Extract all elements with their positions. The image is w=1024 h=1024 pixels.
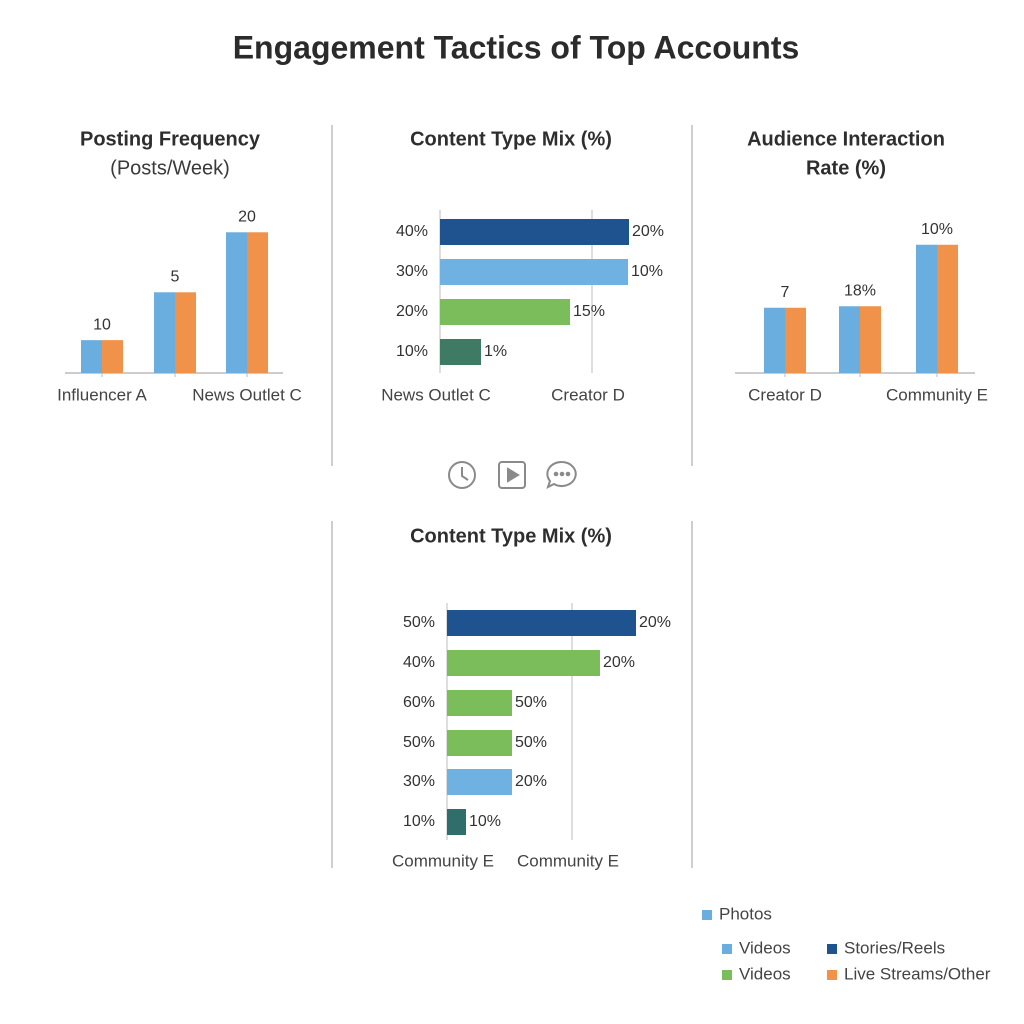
legend-swatch	[827, 944, 837, 954]
chart-title: Content Type Mix (%)	[410, 128, 612, 150]
bar	[440, 219, 629, 245]
data-label: 10%	[469, 813, 501, 830]
y-tick-label: 30%	[403, 773, 435, 790]
data-label: 15%	[573, 303, 605, 320]
y-tick-label: 40%	[403, 654, 435, 671]
bar	[440, 299, 570, 325]
bar	[226, 232, 247, 373]
y-tick-label: 30%	[396, 263, 428, 280]
clock-icon	[448, 461, 476, 489]
data-label: 20	[238, 209, 256, 226]
bar	[447, 610, 636, 636]
bar	[175, 292, 196, 373]
y-tick-label: 10%	[403, 813, 435, 830]
legend-label: Videos	[739, 938, 791, 957]
y-tick-label: 60%	[403, 694, 435, 711]
data-label: 20%	[639, 614, 671, 631]
x-tick-label: News Outlet C	[381, 385, 491, 404]
legend-label: Photos	[719, 904, 772, 923]
chart-title: Audience Interaction	[747, 128, 945, 150]
legend-swatch	[722, 970, 732, 980]
data-label: 1%	[484, 343, 507, 360]
bar	[247, 232, 268, 373]
data-label: 20%	[632, 223, 664, 240]
bar	[937, 244, 958, 373]
x-tick-label: Community E	[886, 385, 988, 404]
data-label: 10%	[631, 263, 663, 280]
page-title: Engagement Tactics of Top Accounts	[233, 29, 800, 65]
chart-title: Rate (%)	[806, 157, 886, 179]
bar	[440, 259, 628, 285]
bar	[440, 339, 481, 365]
data-label: 18%	[844, 282, 876, 299]
y-tick-label: 40%	[396, 223, 428, 240]
x-tick-label: Influencer A	[57, 385, 147, 404]
chat-icon	[546, 460, 577, 489]
bar	[916, 244, 937, 373]
chart-title: Content Type Mix (%)	[410, 525, 612, 547]
bar	[447, 809, 466, 835]
y-tick-label: 50%	[403, 734, 435, 751]
play-icon	[498, 461, 526, 489]
x-tick-label: News Outlet C	[192, 385, 302, 404]
chart-title: Posting Frequency	[80, 128, 261, 150]
legend-label: Stories/Reels	[844, 938, 945, 957]
legend-swatch	[722, 944, 732, 954]
data-label: 10	[93, 316, 111, 333]
icons	[448, 460, 577, 489]
dividers	[331, 125, 693, 868]
data-label: 20%	[603, 654, 635, 671]
x-tick-label: Creator D	[748, 385, 822, 404]
data-label: 5	[171, 269, 180, 286]
data-label: 50%	[515, 694, 547, 711]
y-tick-label: 10%	[396, 343, 428, 360]
bar	[447, 730, 512, 756]
data-label: 7	[781, 284, 790, 301]
y-tick-label: 20%	[396, 303, 428, 320]
bar	[154, 292, 175, 373]
legend-swatch	[702, 910, 712, 920]
data-label: 20%	[515, 773, 547, 790]
x-tick-label: Community E	[392, 851, 494, 870]
x-tick-label: Community E	[517, 851, 619, 870]
legend-swatch	[827, 970, 837, 980]
bar	[447, 690, 512, 716]
bar	[785, 307, 806, 373]
legend-label: Live Streams/Other	[844, 964, 991, 983]
bar	[102, 340, 123, 373]
bar	[860, 306, 881, 373]
bar	[839, 306, 860, 373]
bar	[81, 340, 102, 373]
bar	[447, 769, 512, 795]
data-label: 50%	[515, 734, 547, 751]
chart-subtitle: (Posts/Week)	[110, 157, 230, 179]
y-tick-label: 50%	[403, 614, 435, 631]
x-tick-label: Creator D	[551, 385, 625, 404]
bar	[447, 650, 600, 676]
bar	[764, 307, 785, 373]
data-label: 10%	[921, 221, 953, 238]
legend-label: Videos	[739, 964, 791, 983]
